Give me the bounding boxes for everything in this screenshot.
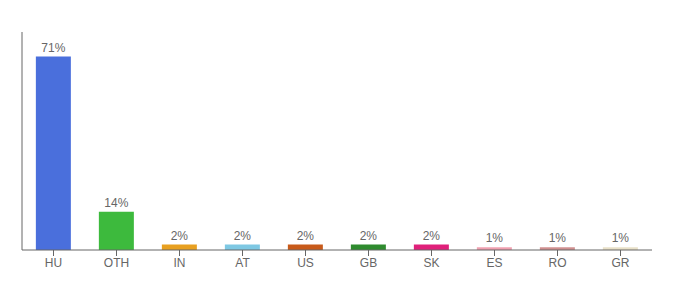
svg-text:IN: IN [174,256,186,270]
svg-text:OTH: OTH [104,256,129,270]
svg-text:2%: 2% [297,229,315,243]
svg-text:RO: RO [549,256,567,270]
svg-text:1%: 1% [612,231,630,245]
svg-text:1%: 1% [549,231,567,245]
svg-text:ES: ES [486,256,502,270]
svg-text:2%: 2% [423,229,441,243]
svg-text:2%: 2% [360,229,378,243]
svg-text:GB: GB [360,256,377,270]
svg-text:SK: SK [423,256,439,270]
svg-text:71%: 71% [41,41,65,55]
svg-text:2%: 2% [234,229,252,243]
svg-text:HU: HU [45,256,62,270]
svg-text:GR: GR [612,256,630,270]
svg-text:US: US [297,256,314,270]
svg-text:1%: 1% [486,231,504,245]
svg-text:2%: 2% [171,229,189,243]
svg-text:14%: 14% [104,196,128,210]
svg-text:AT: AT [235,256,250,270]
